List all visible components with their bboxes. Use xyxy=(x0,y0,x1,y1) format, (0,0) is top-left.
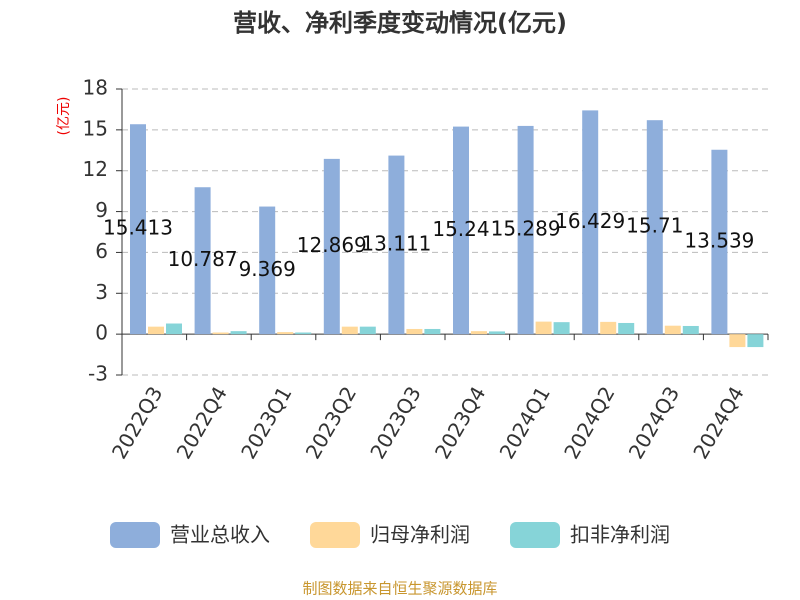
bar xyxy=(424,328,441,335)
bar xyxy=(747,334,764,348)
bar xyxy=(194,187,211,335)
x-tick-label: 2024Q1 xyxy=(495,382,555,463)
y-tick-label: 3 xyxy=(95,280,108,304)
bar xyxy=(295,332,312,335)
legend-label: 扣非净利润 xyxy=(570,523,670,547)
bar xyxy=(148,326,164,335)
legend-swatch xyxy=(110,522,160,548)
bar xyxy=(711,149,728,335)
x-tick-label: 2024Q4 xyxy=(688,382,748,463)
value-label: 15.289 xyxy=(491,217,561,241)
bar xyxy=(277,332,294,335)
bar xyxy=(406,328,423,335)
value-label: 9.369 xyxy=(239,257,296,281)
bar xyxy=(130,124,146,335)
bar xyxy=(388,155,405,335)
bar xyxy=(212,332,229,335)
source-note: 制图数据来自恒生聚源数据库 xyxy=(302,580,497,598)
legend-label: 营业总收入 xyxy=(170,523,270,547)
y-tick-label: -3 xyxy=(88,362,108,386)
bar xyxy=(535,321,552,335)
value-label: 12.869 xyxy=(297,233,367,257)
x-tick-label: 2024Q3 xyxy=(624,382,684,463)
bar xyxy=(729,334,746,348)
value-label: 15.24 xyxy=(432,217,489,241)
x-tick-label: 2024Q2 xyxy=(559,382,619,463)
bar xyxy=(230,331,247,335)
bar xyxy=(489,331,505,335)
x-tick-label: 2023Q2 xyxy=(301,382,361,463)
y-tick-label: 0 xyxy=(95,321,108,345)
value-label: 13.111 xyxy=(361,231,431,255)
x-tick-label: 2022Q4 xyxy=(172,382,232,463)
x-tick-label: 2023Q4 xyxy=(430,382,490,463)
value-label: 15.71 xyxy=(626,214,683,238)
value-label: 15.413 xyxy=(103,216,173,240)
bar xyxy=(618,322,635,335)
bar xyxy=(341,326,358,335)
x-tick-label: 2023Q3 xyxy=(365,382,425,463)
bar xyxy=(600,321,617,335)
bar xyxy=(553,322,570,335)
bar xyxy=(664,325,681,335)
y-axis-label: (亿元) xyxy=(56,97,72,136)
bar xyxy=(359,326,376,335)
value-label: 10.787 xyxy=(168,247,238,271)
legend-label: 归母净利润 xyxy=(370,523,470,547)
bar xyxy=(471,331,487,335)
y-tick-label: 12 xyxy=(83,157,108,181)
bar xyxy=(582,110,599,335)
legend-swatch xyxy=(510,522,560,548)
y-tick-label: 6 xyxy=(95,239,108,263)
y-tick-label: 18 xyxy=(83,76,108,100)
value-label: 16.429 xyxy=(555,209,625,233)
bar xyxy=(682,325,699,335)
bar xyxy=(646,120,663,335)
chart-title: 营收、净利季度变动情况(亿元) xyxy=(233,9,567,37)
bar xyxy=(453,126,469,335)
value-label: 13.539 xyxy=(684,228,754,252)
bar xyxy=(517,125,534,335)
y-tick-label: 9 xyxy=(95,198,108,222)
x-tick-label: 2023Q1 xyxy=(236,382,296,463)
bar xyxy=(323,158,340,335)
bar xyxy=(166,323,182,335)
bar xyxy=(259,206,276,335)
legend-swatch xyxy=(310,522,360,548)
x-tick-label: 2022Q3 xyxy=(107,382,167,463)
y-tick-label: 15 xyxy=(83,116,108,140)
